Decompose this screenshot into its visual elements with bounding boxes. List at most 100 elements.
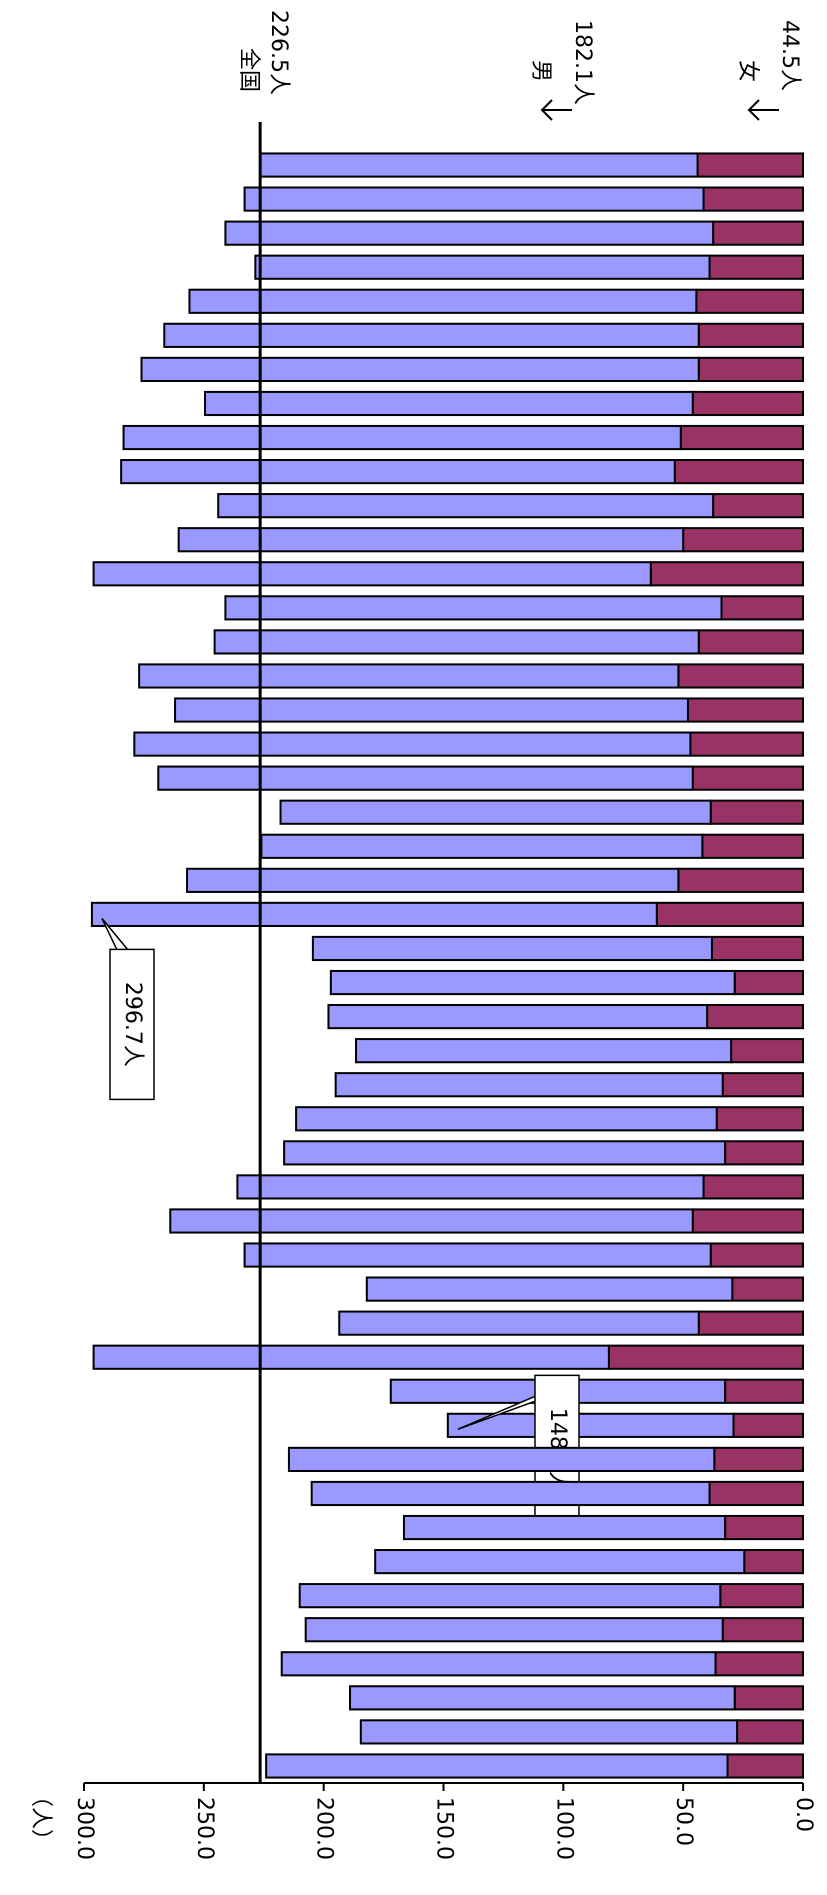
bar-segment [695,288,804,314]
bar-segment [714,1651,804,1677]
bar-segment [243,186,705,212]
bar-segment [349,1685,736,1711]
bar-segment [217,493,715,519]
bar-segment [721,1617,804,1643]
bar-segment [283,1140,727,1166]
axis-label: （人） [28,1785,53,1851]
bar-segment [679,424,805,451]
bar-segment [169,1208,694,1234]
bar-segment [724,1140,805,1166]
bar-segment [697,629,804,655]
bar-segment [682,527,805,553]
x-tick-label: 50.0 [671,1797,696,1846]
bar-segment [691,1208,805,1234]
bar-segment [92,561,652,587]
bar-segment [655,901,805,927]
bar-segment [259,152,699,178]
bar-segment [402,1514,727,1541]
legend-arrow [747,99,779,121]
bar-segment [730,1038,804,1064]
bar-segment [673,459,804,485]
bar-segment [120,459,676,485]
bar-segment [338,1310,700,1336]
bar-segment [721,1072,804,1098]
bar-segment [743,1549,805,1575]
bar-segment [157,765,694,791]
bar-segment [280,1651,717,1677]
bar-segment [365,1276,734,1302]
bar-segment [649,561,804,587]
bar-segment [327,1004,709,1030]
bar-segment [163,322,700,348]
bar-segment [712,220,804,246]
bar-segment [140,356,700,382]
x-tick-label: 300.0 [72,1797,97,1860]
bar-segment [720,595,804,621]
bar-segment [691,390,805,417]
bar-segment [709,799,804,825]
bar-segment [236,1174,705,1200]
bar-segment [724,1378,805,1404]
bar-segment [254,254,711,280]
legend-value-label: 44.5人 [777,20,802,91]
bar-segment [607,1344,804,1370]
reference-value-label: 226.5人 [266,10,291,95]
bar-segment [122,424,682,451]
bar-segment [174,697,689,723]
bar-segment [677,663,805,689]
bar-segment [224,220,715,246]
bar-segment [697,356,804,382]
bar-segment [731,1276,805,1302]
bar-segment [279,799,712,825]
bar-segment [706,1004,805,1030]
bar-segment [697,322,804,348]
bar-segment [260,833,704,859]
bar-segment [265,1753,729,1779]
bar-segment [243,1242,712,1268]
bar-segment [696,152,805,178]
bar-segment [138,663,680,689]
bar-segment [708,1480,805,1507]
bar-segment [709,1242,804,1268]
bar-segment [677,867,805,893]
bar-segment [304,1617,724,1643]
bar-segment [359,1719,739,1745]
bar-segment [736,1719,805,1745]
bar-segment [719,1583,804,1609]
callout-box [109,948,155,1101]
bar-segment [334,1072,724,1098]
bar-segment [712,493,804,519]
legend-value-label: 182.1人 [570,20,595,105]
bar-segment [726,1753,805,1779]
bar-segment [689,731,805,757]
bar-segment [733,969,805,996]
bar-segment [702,186,804,212]
bar-segment [724,1514,805,1541]
bar-segment [374,1549,746,1575]
legend-label: 男 [528,60,553,82]
bar-segment [732,1412,804,1438]
x-tick-label: 250.0 [192,1797,217,1860]
legend-label: 女 [735,60,760,82]
bar-segment [446,1412,735,1438]
bar-segment [295,1106,718,1132]
bar-segment [713,1446,804,1472]
bar-segment [686,697,805,723]
bar-segment [329,969,736,996]
x-tick-label: 200.0 [312,1797,337,1860]
bar-segment [355,1038,733,1064]
bar-segment [697,1310,804,1336]
reference-label: 全国 [236,48,261,92]
bar-segment [691,765,805,791]
x-tick-label: 100.0 [551,1797,576,1860]
bar-segment [92,1344,610,1370]
bar-segment [186,867,680,893]
bar-segment [708,254,805,280]
x-tick-label: 0.0 [791,1797,816,1832]
bar-segment [177,527,685,553]
bar-segment [715,1106,804,1132]
bar-segment [701,833,805,859]
legend-arrow [540,99,572,121]
x-tick-label: 150.0 [432,1797,457,1860]
